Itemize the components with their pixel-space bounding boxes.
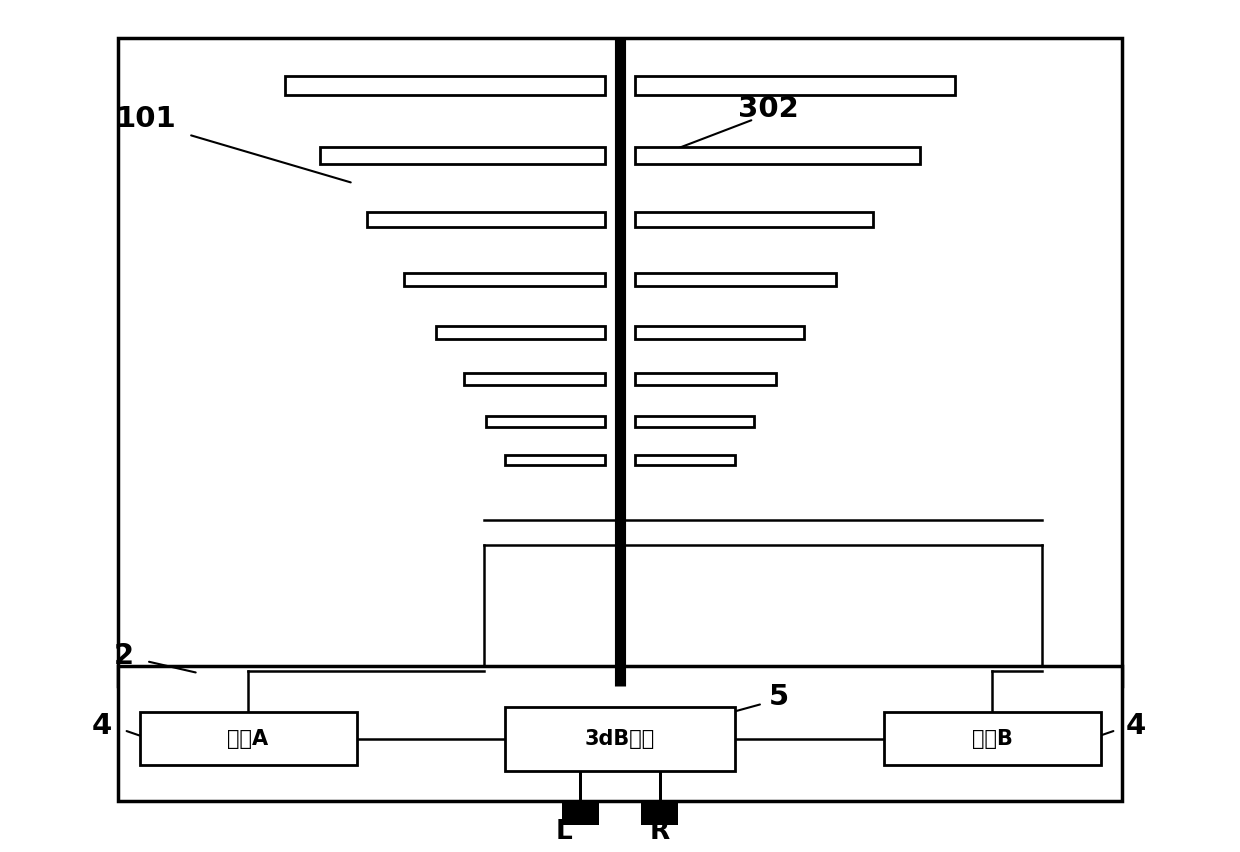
Bar — [505, 455, 605, 465]
Text: 4: 4 — [1126, 712, 1146, 740]
Bar — [367, 212, 605, 227]
Bar — [140, 712, 357, 765]
Bar — [506, 707, 734, 770]
Bar — [285, 76, 605, 95]
Bar — [404, 273, 605, 286]
Text: 4: 4 — [92, 712, 112, 740]
Text: 巴伦B: 巴伦B — [972, 728, 1012, 749]
Bar — [118, 666, 1122, 801]
Bar — [635, 417, 754, 428]
Bar — [635, 373, 776, 385]
Bar — [635, 147, 920, 164]
Text: 5: 5 — [769, 683, 789, 711]
Text: 302: 302 — [739, 95, 799, 123]
Text: L: L — [556, 819, 573, 844]
Bar — [464, 373, 605, 385]
Bar — [635, 455, 735, 465]
Bar — [635, 273, 836, 286]
Bar — [635, 76, 955, 95]
Bar — [635, 325, 804, 338]
Bar — [118, 38, 1122, 686]
Text: 巴伦A: 巴伦A — [227, 728, 269, 749]
Bar — [883, 712, 1101, 765]
Text: 101: 101 — [117, 106, 176, 133]
Bar — [320, 147, 605, 164]
Text: 3dB电桥: 3dB电桥 — [585, 728, 655, 749]
Text: R: R — [650, 819, 670, 844]
Bar — [635, 212, 873, 227]
Bar — [562, 801, 599, 825]
Bar — [641, 801, 678, 825]
Text: 2: 2 — [114, 642, 134, 670]
Bar — [486, 417, 605, 428]
Bar — [436, 325, 605, 338]
